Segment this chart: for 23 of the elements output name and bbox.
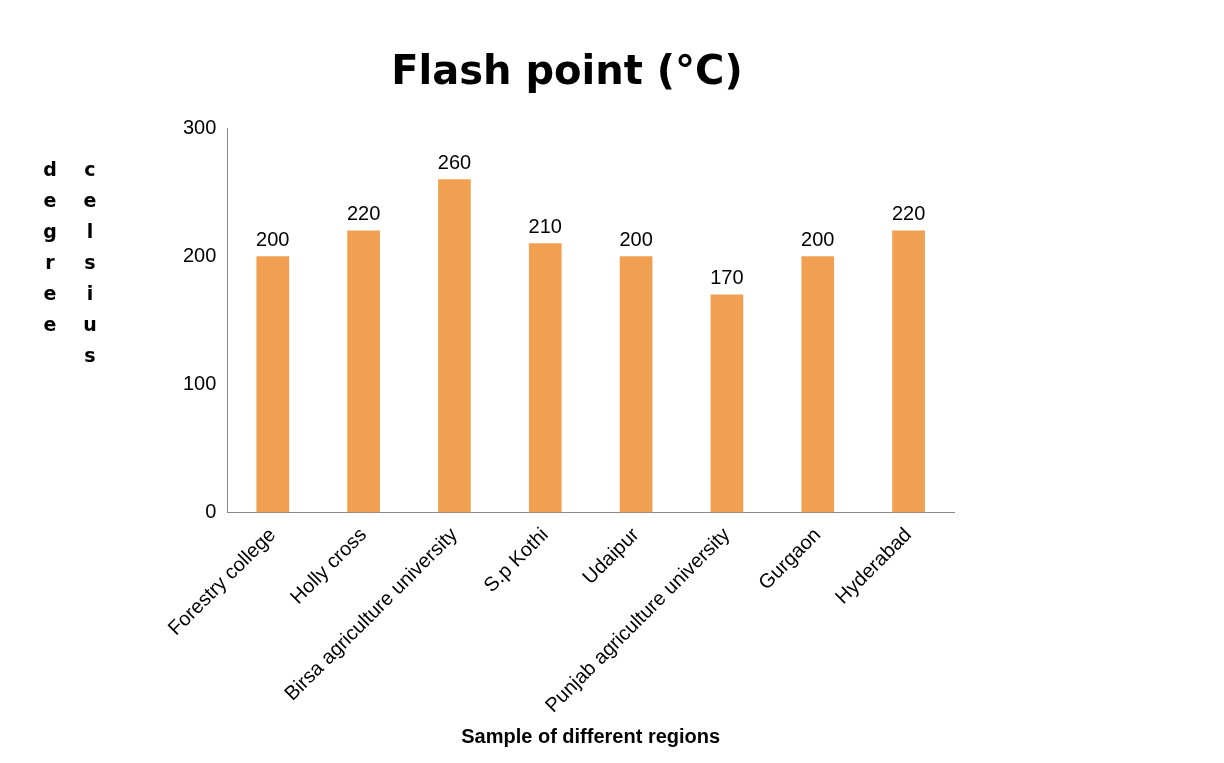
data-label: 220 [891, 202, 926, 225]
x-axis-title: Sample of different regions [461, 724, 721, 747]
data-label: 170 [710, 266, 744, 289]
data-label: 260 [437, 150, 472, 173]
chart-title: Flash point (°C) [391, 47, 743, 94]
data-label: 200 [256, 227, 290, 250]
data-label: 220 [346, 202, 381, 225]
data-label: 200 [801, 227, 835, 250]
bar [801, 256, 835, 513]
bar [528, 243, 562, 513]
bar [438, 179, 471, 513]
y-axis-title: degree celsius [38, 158, 102, 377]
bar [347, 230, 380, 513]
y-tick-label: 200 [182, 243, 217, 266]
bar [710, 294, 744, 513]
y-tick-label: 100 [182, 371, 217, 394]
bar [256, 256, 290, 513]
y-tick-label: 0 [205, 499, 217, 522]
bar [619, 256, 653, 513]
data-label: 210 [528, 214, 562, 237]
y-tick-label: 300 [182, 115, 217, 138]
data-label: 200 [619, 227, 653, 250]
bar [892, 230, 925, 513]
